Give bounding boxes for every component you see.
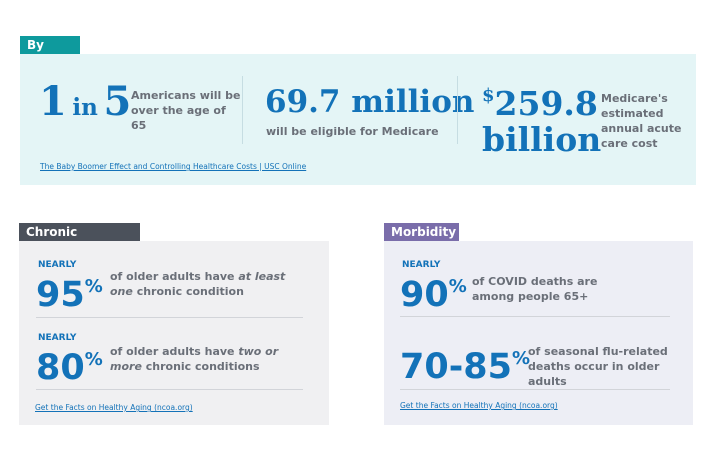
stat-2-desc: will be eligible for Medicare <box>266 125 439 138</box>
ncoa-source-link[interactable]: Get the Facts on Healthy Aging (ncoa.org… <box>400 401 558 410</box>
stat-95-desc: of older adults have at least one chroni… <box>110 270 286 298</box>
stat-90-desc: of COVID deaths are among people 65+ <box>472 275 598 303</box>
currency-sign: $ <box>482 85 495 106</box>
divider <box>36 317 303 318</box>
stat-3-desc: Medicare's estimated annual acute care c… <box>601 92 682 150</box>
chronic-conditions-panel: NEARLY 95% of older adults have at least… <box>19 241 329 425</box>
stat-70-85-percent: 70-85% <box>400 347 530 387</box>
divider <box>242 76 243 144</box>
divider <box>400 316 670 317</box>
cost-unit: billion <box>482 120 602 159</box>
usc-source-link[interactable]: The Baby Boomer Effect and Controlling H… <box>40 162 307 171</box>
divider <box>457 76 458 144</box>
stat-95-percent: 95% <box>36 275 103 315</box>
stat-num-a: 1 <box>39 78 67 125</box>
morbidity-tab: Morbidity <box>384 223 459 242</box>
by-2030-panel: 1 in 5 Americans will be over the age of… <box>20 54 696 185</box>
divider <box>36 389 303 390</box>
stat-80-percent: 80% <box>36 348 103 388</box>
stat-num-in: in <box>72 94 98 121</box>
stat-90-percent: 90% <box>400 275 467 315</box>
stat-num-b: 5 <box>103 78 132 125</box>
stat-70-85-desc: of seasonal flu-related deaths occur in … <box>528 345 668 388</box>
nearly-label: NEARLY <box>402 260 441 270</box>
ncoa-source-link[interactable]: Get the Facts on Healthy Aging (ncoa.org… <box>35 403 193 412</box>
morbidity-panel: NEARLY 90% of COVID deaths are among peo… <box>384 241 693 425</box>
stat-medicare-eligible: 69.7 million <box>265 84 475 120</box>
stat-1-desc: Americans will be over the age of 65 <box>131 89 241 132</box>
stat-80-desc: of older adults have two or more chronic… <box>110 345 279 373</box>
nearly-label: NEARLY <box>38 260 77 270</box>
divider <box>400 389 670 390</box>
by-2030-tab: By 2030 <box>20 36 80 71</box>
nearly-label: NEARLY <box>38 333 77 343</box>
cost-number: 259.8 <box>494 84 598 123</box>
stat-1-in-5: 1 in 5 <box>39 78 131 125</box>
chronic-conditions-tab: Chronic conditions <box>19 223 140 258</box>
stat-acute-care-cost: $259.8 billion <box>482 78 602 159</box>
